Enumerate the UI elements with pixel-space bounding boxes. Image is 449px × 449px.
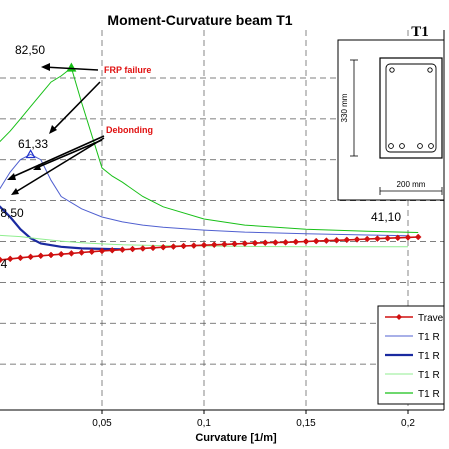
series-0-point-15: [98, 247, 106, 255]
series-0-point-38: [333, 236, 340, 244]
series-0-point-36: [312, 237, 320, 245]
series-0-point-46: [414, 233, 422, 241]
series-0-point-25: [200, 241, 208, 249]
rebar-bottom-2: [399, 143, 405, 149]
inset-label: T1: [411, 24, 429, 40]
series-0-point-31: [261, 239, 269, 247]
series-line-2: [0, 205, 123, 251]
legend-label-1: T1 R: [418, 332, 440, 343]
series-0-point-6: [6, 255, 14, 263]
legend: Trave T1 R T1 R T1 R T1 R: [377, 305, 445, 405]
series-0-point-41: [363, 235, 371, 243]
legend-marker-0: [396, 314, 402, 320]
series-0-point-10: [47, 251, 55, 259]
debonding-label: Debonding: [106, 125, 153, 135]
series-0-point-13: [78, 249, 85, 256]
peak-marker-0: [66, 62, 77, 72]
series-0-point-32: [272, 239, 279, 246]
arrowhead-debond-3: [33, 164, 41, 170]
series-0-point-11: [57, 250, 65, 258]
series-0-point-14: [88, 248, 96, 256]
arrow-debond-3: [35, 139, 103, 169]
peak-marker-1: [25, 149, 36, 159]
x-axis-label: Curvature [1/m]: [195, 432, 277, 444]
series-0-point-34: [292, 238, 300, 246]
width-dimension-label: 200 mm: [397, 180, 426, 189]
annotation-4: 4: [1, 257, 8, 271]
frp-failure-label: FRP failure: [104, 65, 151, 75]
series-0-point-18: [129, 245, 136, 253]
series-0-point-8: [27, 253, 34, 261]
arrowhead-debond: [49, 125, 57, 134]
beam-section-outer: [379, 57, 443, 159]
annotation-41-10: 41,10: [371, 210, 401, 224]
series-0-point-19: [139, 245, 147, 252]
series-0-point-45: [404, 234, 412, 241]
series-0-point-5: [0, 256, 4, 264]
series-0-point-16: [108, 246, 116, 254]
series-0-point-26: [210, 241, 218, 249]
legend-items: Trave T1 R T1 R T1 R T1 R: [385, 313, 444, 400]
x-tick-label-2: 0,15: [296, 418, 316, 429]
series-0-point-29: [241, 240, 249, 247]
series-0-point-39: [343, 236, 351, 244]
arrow-debond-2: [13, 137, 105, 194]
rebar-bottom-1: [388, 143, 394, 149]
series-0-point-17: [119, 246, 126, 254]
annotation-61-33: 61,33: [18, 137, 48, 151]
series-0-point-7: [17, 254, 24, 262]
series-0-point-24: [190, 242, 198, 249]
series-0-point-22: [170, 243, 177, 250]
x-ticks: 0,05 0,1 0,15 0,2: [92, 410, 415, 429]
callout-arrows: [9, 66, 105, 194]
series-0-point-30: [251, 239, 259, 247]
annotation-82-50: 82,50: [15, 43, 45, 57]
arrowhead-peak: [41, 63, 50, 71]
legend-label-2: T1 R: [418, 351, 440, 362]
series-0-point-23: [180, 242, 187, 250]
cross-section-inset: T1 330 mm 200 mm: [337, 24, 445, 201]
x-tick-label-3: 0,2: [401, 418, 415, 429]
legend-label-4: T1 R: [418, 389, 440, 400]
rebar-bottom-4: [428, 143, 434, 149]
series-line-1: [0, 153, 409, 237]
arrow-debond-1: [9, 135, 105, 179]
series-line-3: [0, 234, 408, 248]
arrowhead-debond-1: [7, 173, 16, 180]
series-0-point-42: [374, 235, 381, 242]
series-0-point-27: [221, 241, 228, 248]
rebar-bottom-3: [417, 143, 423, 149]
annotation-8-50: 8,50: [0, 206, 24, 220]
series-0-point-37: [323, 237, 330, 245]
series-0-point-44: [394, 234, 402, 242]
series-layer: [0, 62, 422, 264]
x-tick-label-1: 0,1: [197, 418, 211, 429]
chart-title: Moment-Curvature beam T1: [107, 12, 292, 28]
arrow-frp-to-debond: [51, 81, 101, 132]
series-0-point-35: [302, 238, 310, 245]
x-tick-label-0: 0,05: [92, 418, 112, 429]
rebar-dots: [388, 67, 434, 149]
series-0-point-28: [231, 240, 238, 248]
beam-stirrup: [385, 63, 437, 153]
arrow-frp-to-peak: [43, 66, 99, 71]
arrowhead-debond-2: [11, 188, 19, 195]
series-0-point-21: [159, 243, 167, 251]
series-0-point-33: [282, 238, 289, 246]
series-0-point-43: [384, 234, 391, 242]
series-0-point-12: [68, 249, 75, 257]
rebar-top-left: [389, 67, 395, 73]
legend-label-3: T1 R: [418, 370, 440, 381]
legend-label-0: Trave: [418, 313, 444, 324]
rebar-top-right: [427, 67, 433, 73]
series-0-point-40: [353, 236, 361, 243]
series-0-point-20: [149, 244, 157, 252]
callout-arrowheads: [7, 63, 57, 195]
height-dimension-label: 330 mm: [340, 93, 349, 122]
series-0-point-9: [37, 252, 45, 260]
